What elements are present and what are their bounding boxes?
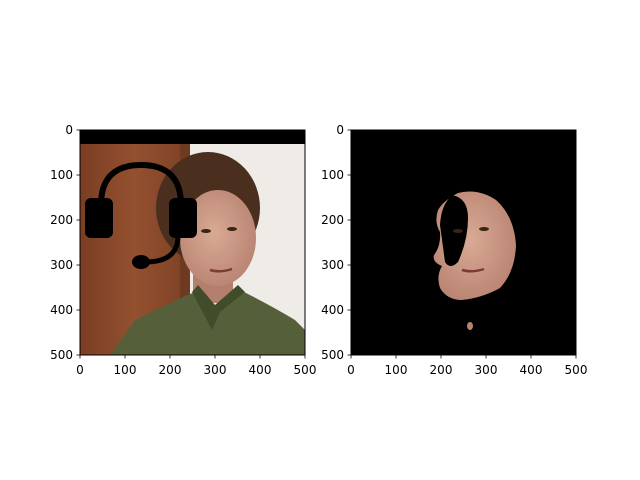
mask-eye-right [479, 227, 489, 231]
left-ytick-label: 200 [50, 213, 73, 227]
left-xtick-label: 500 [294, 363, 317, 377]
top-black-bar [80, 130, 305, 144]
right-xtick-label: 400 [520, 363, 543, 377]
photo-jacket [110, 290, 305, 355]
left-ytick-label: 0 [65, 123, 73, 137]
mask-speck [467, 322, 473, 330]
right-xtick-label: 500 [565, 363, 588, 377]
right-ytick-label: 400 [321, 303, 344, 317]
left-ytick-label: 500 [50, 348, 73, 362]
left-xtick-label: 400 [249, 363, 272, 377]
left-photo [80, 130, 305, 355]
right-ytick-label: 100 [321, 168, 344, 182]
right-ytick-label: 300 [321, 258, 344, 272]
left-axes-frame [79, 129, 306, 356]
photo-mouth [209, 267, 233, 273]
right-ytick-label: 500 [321, 348, 344, 362]
right-axes-frame [350, 129, 577, 356]
right-ytick-label: 0 [336, 123, 344, 137]
photo-face [180, 190, 256, 286]
left-ytick-label: 400 [50, 303, 73, 317]
right-xtick-label: 300 [475, 363, 498, 377]
mask-mouth [461, 267, 485, 273]
headset-icon [85, 161, 197, 269]
mask-eye-left [453, 229, 463, 233]
photo-collar [192, 285, 245, 330]
right-xtick-label: 200 [430, 363, 453, 377]
right-ytick-label: 200 [321, 213, 344, 227]
left-xtick-label: 100 [114, 363, 137, 377]
photo-eye-right [227, 227, 237, 231]
photo-eye-left [201, 229, 211, 233]
left-xtick-label: 300 [204, 363, 227, 377]
left-xtick-label: 0 [76, 363, 84, 377]
left-xtick-label: 200 [159, 363, 182, 377]
left-ytick-label: 100 [50, 168, 73, 182]
left-ytick-label: 300 [50, 258, 73, 272]
right-xtick-label: 100 [385, 363, 408, 377]
right-xtick-label: 0 [347, 363, 355, 377]
right-mask [351, 130, 576, 355]
